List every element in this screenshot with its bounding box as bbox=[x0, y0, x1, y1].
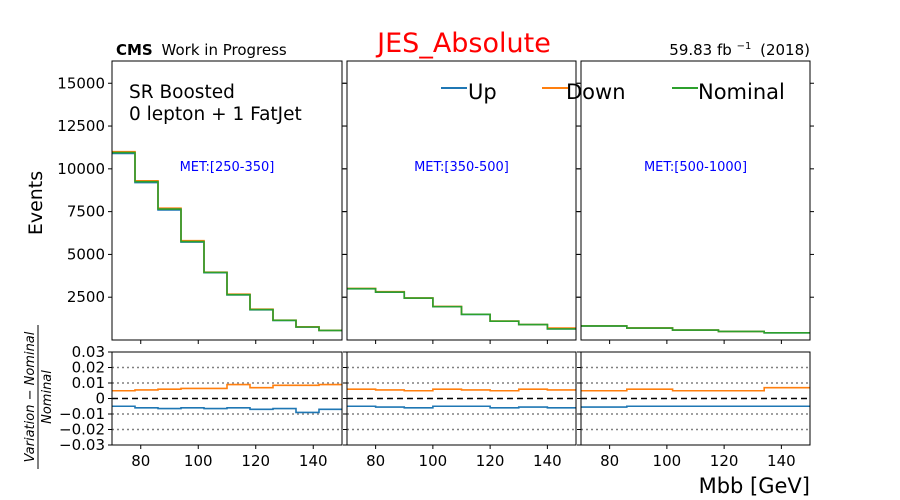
x-tick-label: 120 bbox=[710, 452, 739, 470]
x-tick-label: 100 bbox=[184, 452, 213, 470]
x-tick-label: 140 bbox=[299, 452, 328, 470]
cms-work-in-progress: Work in Progress bbox=[162, 41, 287, 59]
ratio-axes-frame bbox=[580, 351, 811, 446]
panel-3: MET:[500-1000] 80 100 120 140 bbox=[577, 60, 814, 470]
y-tick-label: 12500 bbox=[57, 117, 105, 135]
ratio-up bbox=[347, 405, 576, 409]
x-axis-label: Mbb [GeV] bbox=[699, 474, 810, 498]
histogram-nominal bbox=[347, 287, 576, 330]
lumi-value: 59.83 fb bbox=[669, 41, 732, 59]
x-tick-label: 100 bbox=[653, 452, 682, 470]
ratio-tick-label: 0 bbox=[95, 390, 105, 408]
x-tick-label: 100 bbox=[419, 452, 448, 470]
met-bin-label: MET:[350-500] bbox=[414, 160, 509, 175]
ratio-down bbox=[347, 388, 576, 392]
ratio-tick-label: −0.02 bbox=[59, 421, 105, 439]
x-tick-label: 80 bbox=[600, 452, 619, 470]
chart-title: JES_Absolute bbox=[375, 28, 551, 59]
ratio-tick-label: 0.03 bbox=[72, 343, 105, 361]
ratio-numerator: Variation − Nominal bbox=[23, 331, 38, 462]
panels: 2500 5000 7500 10000 12500 15000 MET:[250-350]… bbox=[57, 60, 814, 470]
y-tick-label: 2500 bbox=[67, 288, 105, 306]
met-bin-label: MET:[500-1000] bbox=[644, 160, 747, 175]
histogram-up bbox=[112, 152, 342, 332]
legend-up-label: Up bbox=[468, 80, 497, 104]
met-bin-label: MET:[250-350] bbox=[180, 160, 275, 175]
ratio-tick-label: −0.01 bbox=[59, 405, 105, 423]
ratio-tick-label: 0.02 bbox=[72, 359, 105, 377]
x-tick-label: 140 bbox=[767, 452, 796, 470]
main-axes-frame bbox=[580, 60, 811, 341]
x-tick-label: 80 bbox=[131, 452, 150, 470]
y-tick-label: 10000 bbox=[57, 160, 105, 178]
ratio-down bbox=[581, 386, 810, 392]
cms-bold: CMS bbox=[116, 41, 153, 59]
histogram-nominal bbox=[112, 151, 342, 332]
ratio-axes-frame bbox=[346, 351, 577, 446]
ratio-up bbox=[581, 405, 810, 408]
cms-label: CMS Work in Progress bbox=[116, 41, 287, 59]
lumi-label: 59.83 fb −1 (2018) bbox=[669, 35, 810, 59]
ratio-down bbox=[112, 383, 342, 392]
x-tick-label: 120 bbox=[476, 452, 505, 470]
y-tick-label: 5000 bbox=[67, 245, 105, 263]
lumi-exponent: −1 bbox=[737, 41, 752, 52]
ratio-axes-frame bbox=[111, 351, 343, 446]
x-tick-label: 120 bbox=[241, 452, 270, 470]
ratio-tick-label: 0.01 bbox=[72, 374, 105, 392]
main-axes-frame bbox=[111, 60, 343, 341]
lumi-year: (2018) bbox=[760, 41, 810, 59]
panel-2: MET:[350-500] 80 100 120 140 bbox=[343, 60, 580, 470]
x-tick-label: 80 bbox=[366, 452, 385, 470]
ratio-denominator: Nominal bbox=[40, 370, 55, 424]
ratio-up bbox=[112, 405, 342, 414]
ratio-y-axis-label: Variation − Nominal Nominal bbox=[23, 325, 55, 469]
y-tick-label: 7500 bbox=[67, 203, 105, 221]
histogram-nominal bbox=[581, 325, 810, 334]
main-axes-frame bbox=[346, 60, 577, 341]
legend: Up Down Nominal bbox=[441, 80, 785, 104]
x-tick-label: 140 bbox=[533, 452, 562, 470]
region-label-line1: SR Boosted bbox=[129, 82, 235, 103]
y-tick-label: 15000 bbox=[57, 74, 105, 92]
y-axis-label: Events bbox=[25, 171, 47, 235]
region-label-line2: 0 lepton + 1 FatJet bbox=[129, 104, 302, 125]
histogram-down bbox=[112, 150, 342, 332]
ratio-tick-label: −0.03 bbox=[59, 436, 105, 454]
panel-1: 2500 5000 7500 10000 12500 15000 MET:[250-350]… bbox=[57, 60, 346, 470]
legend-down-label: Down bbox=[566, 80, 626, 104]
legend-nominal-label: Nominal bbox=[698, 80, 785, 104]
